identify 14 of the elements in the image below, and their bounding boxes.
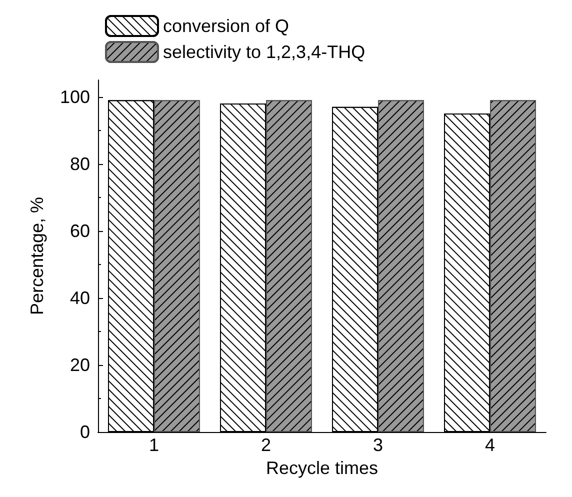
y-tick-label: 20	[70, 354, 90, 375]
y-axis-title: Percentage, %	[27, 196, 47, 316]
legend-label: selectivity to 1,2,3,4-THQ	[163, 42, 366, 62]
y-tick-label: 80	[70, 154, 90, 174]
x-tick-label: 2	[260, 435, 272, 455]
y-tick-label: 40	[70, 288, 90, 308]
y-tick-label: 60	[70, 220, 90, 241]
x-tick-label: 3	[372, 435, 384, 455]
x-tick-label: 1	[148, 435, 160, 455]
y-tick-label: 100	[60, 86, 90, 107]
legend-label: conversion of Q	[163, 16, 290, 36]
x-axis-title: Recycle times	[266, 458, 378, 478]
y-tick-label: 0	[80, 422, 90, 442]
x-tick-label: 4	[484, 435, 496, 455]
